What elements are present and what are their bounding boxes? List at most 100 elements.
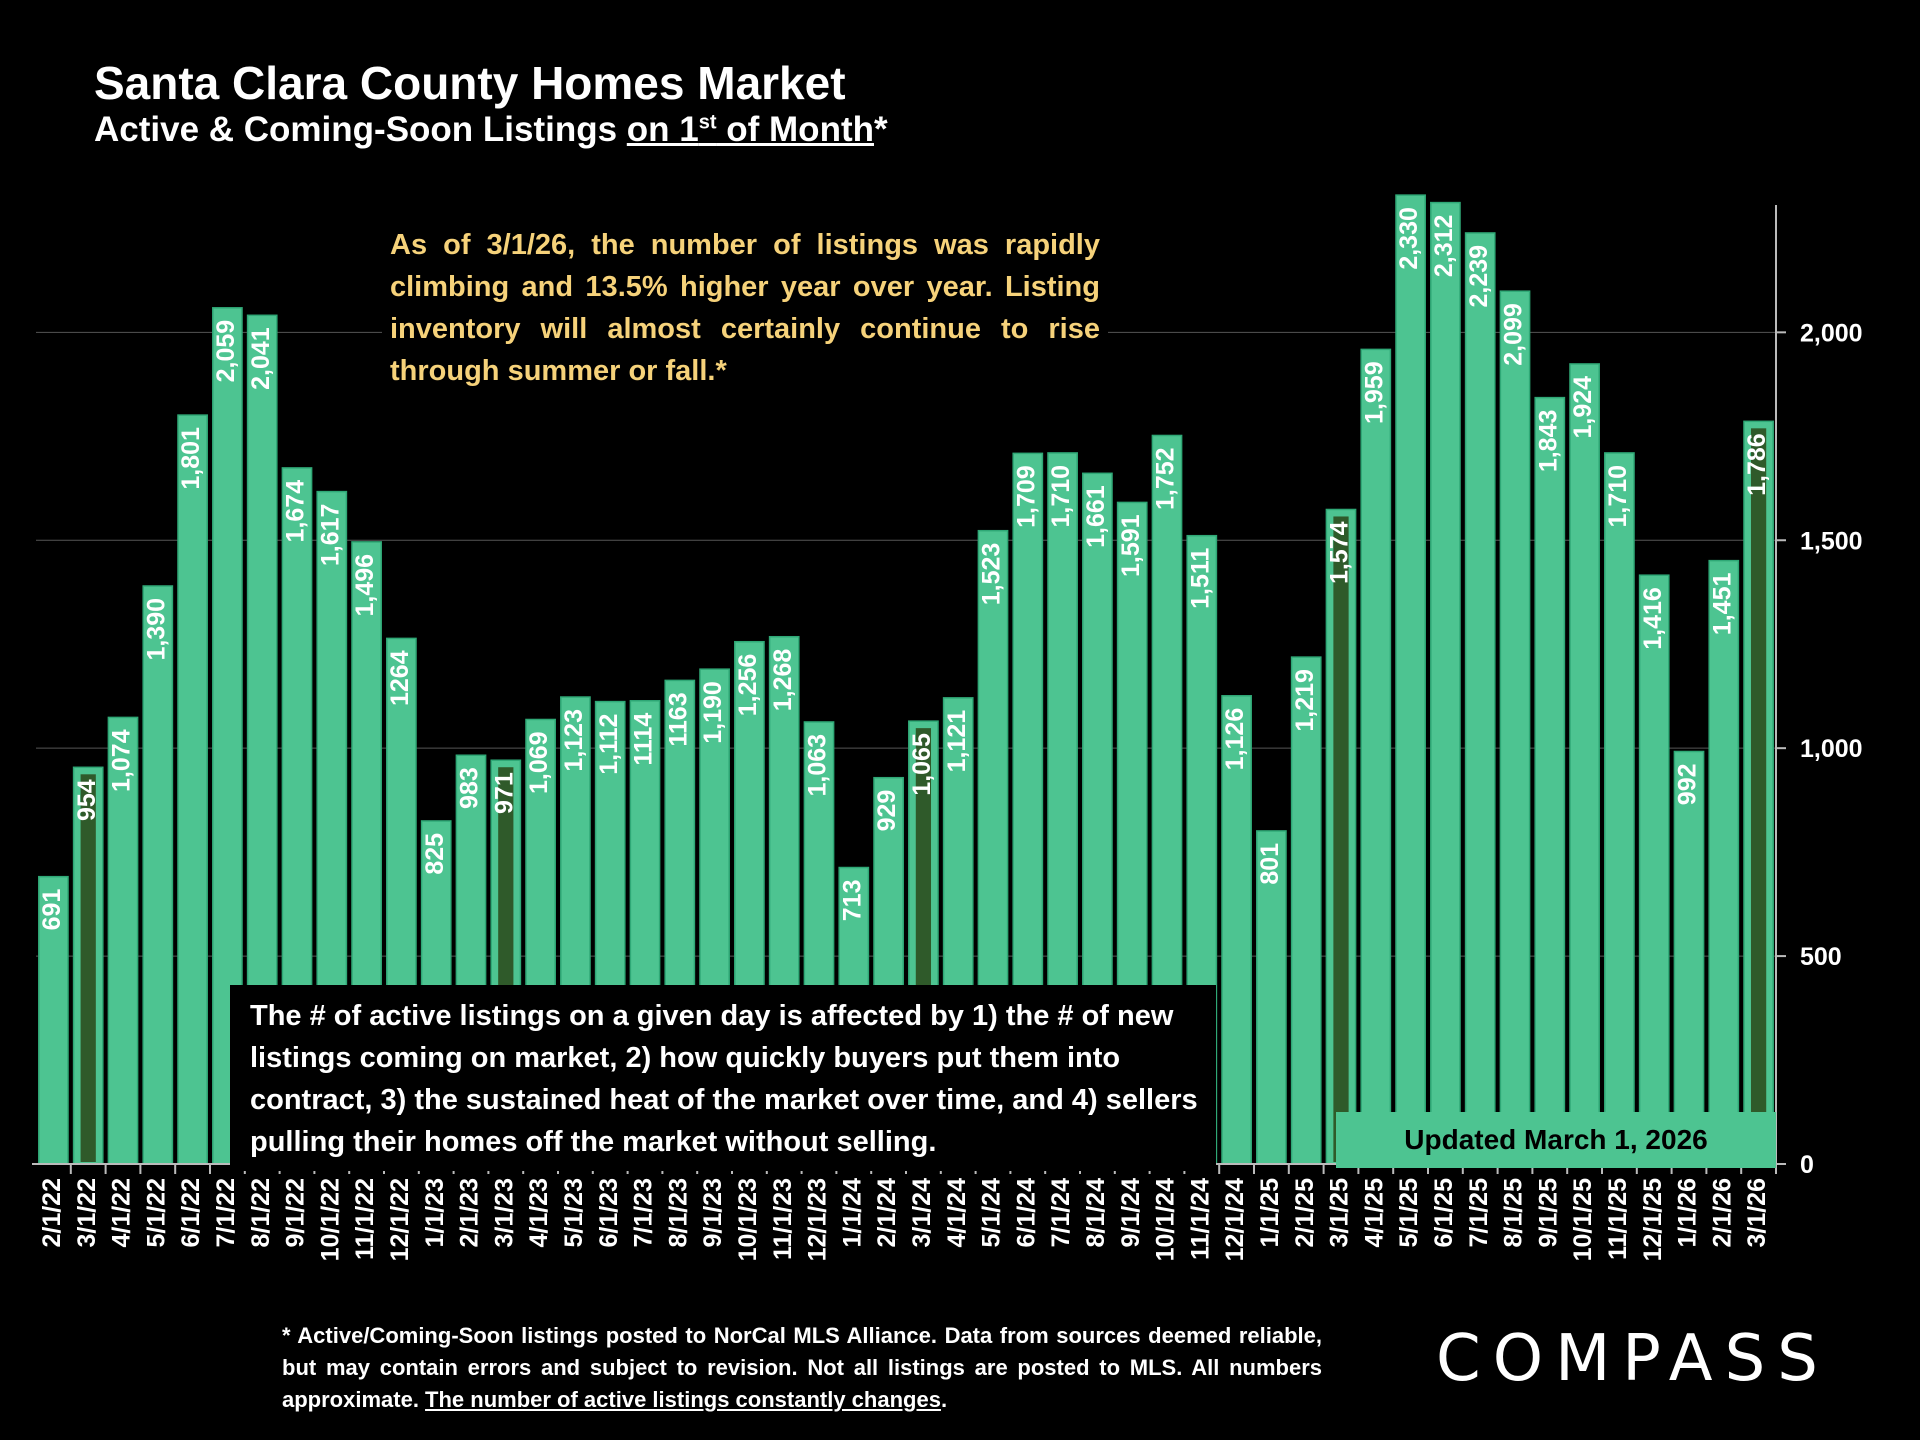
x-tick-label: 3/1/24 bbox=[908, 1178, 936, 1248]
bar-10/1/25 bbox=[1569, 363, 1600, 1165]
x-tick-label: 4/1/22 bbox=[108, 1178, 136, 1248]
data-label: 1,123 bbox=[560, 709, 588, 772]
data-label: 1,843 bbox=[1534, 410, 1562, 473]
x-tick-label: 10/1/25 bbox=[1569, 1178, 1597, 1262]
data-label: 983 bbox=[456, 767, 484, 809]
data-label: 691 bbox=[38, 889, 66, 931]
subtitle-underlined-b: of Month bbox=[716, 110, 874, 149]
data-label: 1,959 bbox=[1360, 361, 1388, 424]
y-tick-label: 2,000 bbox=[1800, 319, 1863, 347]
data-label: 1,710 bbox=[1604, 465, 1632, 528]
x-tick-label: 6/1/24 bbox=[1012, 1178, 1040, 1248]
bar-8/1/25 bbox=[1499, 290, 1531, 1165]
bar-12/1/24 bbox=[1221, 695, 1252, 1165]
x-tick-label: 6/1/25 bbox=[1430, 1178, 1458, 1248]
x-tick-label: 1/1/26 bbox=[1674, 1178, 1702, 1248]
data-label: 1,451 bbox=[1708, 573, 1736, 636]
x-tick-label: 5/1/23 bbox=[560, 1178, 588, 1248]
footnote-end: . bbox=[940, 1387, 948, 1412]
x-tick-label: 5/1/25 bbox=[1395, 1178, 1423, 1248]
x-tick-label: 1/1/23 bbox=[421, 1178, 449, 1248]
data-label: 1,074 bbox=[108, 729, 136, 792]
data-label: 992 bbox=[1674, 763, 1702, 805]
x-tick-label: 5/1/22 bbox=[142, 1178, 170, 1248]
bar-2/1/22 bbox=[38, 875, 69, 1165]
data-label: 825 bbox=[421, 833, 449, 875]
x-tick-label: 7/1/23 bbox=[630, 1178, 658, 1248]
data-label: 1,063 bbox=[804, 734, 832, 797]
x-tick-label: 9/1/23 bbox=[699, 1178, 727, 1248]
x-tick-label: 2/1/26 bbox=[1708, 1178, 1736, 1248]
bar-4/1/25 bbox=[1360, 348, 1392, 1165]
x-tick-label: 6/1/23 bbox=[595, 1178, 623, 1248]
footnote-underlined: The number of active listings constantly… bbox=[425, 1387, 941, 1412]
bar-12/1/25 bbox=[1638, 574, 1670, 1165]
x-tick-label: 9/1/24 bbox=[1117, 1178, 1145, 1248]
x-tick-label: 3/1/22 bbox=[73, 1178, 101, 1248]
bar-1/1/26 bbox=[1673, 750, 1705, 1165]
data-label: 1,709 bbox=[1012, 465, 1040, 528]
x-tick-label: 6/1/22 bbox=[177, 1178, 205, 1248]
data-label: 1,121 bbox=[943, 710, 971, 773]
callout-yoy-note: As of 3/1/26, the number of listings was… bbox=[382, 224, 1108, 392]
data-label: 1,065 bbox=[908, 733, 936, 796]
data-label: 1,674 bbox=[282, 480, 310, 543]
data-label: 1,390 bbox=[142, 598, 170, 661]
x-tick-label: 8/1/23 bbox=[664, 1178, 692, 1248]
data-label: 954 bbox=[73, 779, 101, 821]
x-tick-label: 4/1/25 bbox=[1360, 1178, 1388, 1248]
data-label: 1,112 bbox=[595, 714, 623, 775]
x-tick-label: 10/1/23 bbox=[734, 1178, 762, 1261]
bar-6/1/25 bbox=[1430, 201, 1461, 1165]
subtitle-underlined-a: on 1 bbox=[626, 110, 699, 149]
x-tick-label: 12/1/24 bbox=[1221, 1178, 1249, 1262]
data-label: 1,786 bbox=[1743, 433, 1771, 496]
data-label: 1,574 bbox=[1326, 521, 1354, 584]
x-tick-label: 12/1/23 bbox=[804, 1178, 832, 1261]
page-title: Santa Clara County Homes Market bbox=[94, 57, 846, 109]
x-tick-label: 11/1/23 bbox=[769, 1178, 797, 1260]
subtitle-underlined: on 1st of Month bbox=[627, 110, 874, 149]
data-label: 2,239 bbox=[1465, 245, 1493, 308]
data-label: 1,416 bbox=[1639, 587, 1667, 650]
x-tick-label: 11/1/22 bbox=[351, 1178, 379, 1260]
data-label: 2,330 bbox=[1395, 207, 1423, 270]
data-label: 2,312 bbox=[1430, 215, 1458, 278]
data-label: 1,069 bbox=[525, 731, 553, 794]
data-label: 801 bbox=[1256, 843, 1284, 885]
data-label: 1,591 bbox=[1117, 514, 1145, 577]
bar-11/1/25 bbox=[1604, 452, 1635, 1165]
x-tick-label: 9/1/22 bbox=[282, 1178, 310, 1248]
x-tick-label: 2/1/25 bbox=[1291, 1178, 1319, 1248]
subtitle-suffix: * bbox=[873, 110, 888, 149]
bar-2/1/25 bbox=[1290, 656, 1322, 1165]
data-label: 1,511 bbox=[1186, 548, 1214, 609]
data-label: 1114 bbox=[630, 713, 658, 766]
y-tick-label: 1,500 bbox=[1800, 527, 1863, 555]
footnote: * Active/Coming-Soon listings posted to … bbox=[282, 1320, 1322, 1416]
y-tick-label: 1,000 bbox=[1800, 735, 1863, 763]
bar-highlight-3/1/26 bbox=[1750, 428, 1767, 1162]
data-label: 1,126 bbox=[1221, 708, 1249, 771]
data-label: 1,496 bbox=[351, 554, 379, 617]
data-label: 1,801 bbox=[177, 427, 205, 490]
footnote-text: * Active/Coming-Soon listings posted to … bbox=[282, 1323, 1322, 1412]
x-tick-label: 5/1/24 bbox=[978, 1178, 1006, 1248]
bar-6/1/22 bbox=[177, 414, 208, 1165]
data-label: 1,190 bbox=[699, 681, 727, 744]
bar-5/1/22 bbox=[142, 585, 174, 1165]
bar-highlight-3/1/22 bbox=[80, 774, 96, 1162]
bar-2/1/26 bbox=[1708, 559, 1740, 1165]
updated-badge: Updated March 1, 2026 bbox=[1336, 1112, 1776, 1168]
callout-explanation: The # of active listings on a given day … bbox=[230, 985, 1216, 1171]
data-label: 713 bbox=[838, 880, 866, 922]
data-label: 1,256 bbox=[734, 654, 762, 717]
x-tick-label: 3/1/25 bbox=[1326, 1178, 1354, 1248]
data-label: 1,219 bbox=[1291, 669, 1319, 732]
subtitle-prefix: Active & Coming-Soon Listings bbox=[94, 110, 627, 149]
x-tick-label: 7/1/24 bbox=[1047, 1178, 1075, 1248]
data-label: 1,661 bbox=[1082, 485, 1110, 548]
data-label: 1,752 bbox=[1152, 447, 1180, 510]
x-tick-label: 10/1/24 bbox=[1152, 1178, 1180, 1262]
x-tick-label: 11/1/25 bbox=[1604, 1178, 1632, 1260]
